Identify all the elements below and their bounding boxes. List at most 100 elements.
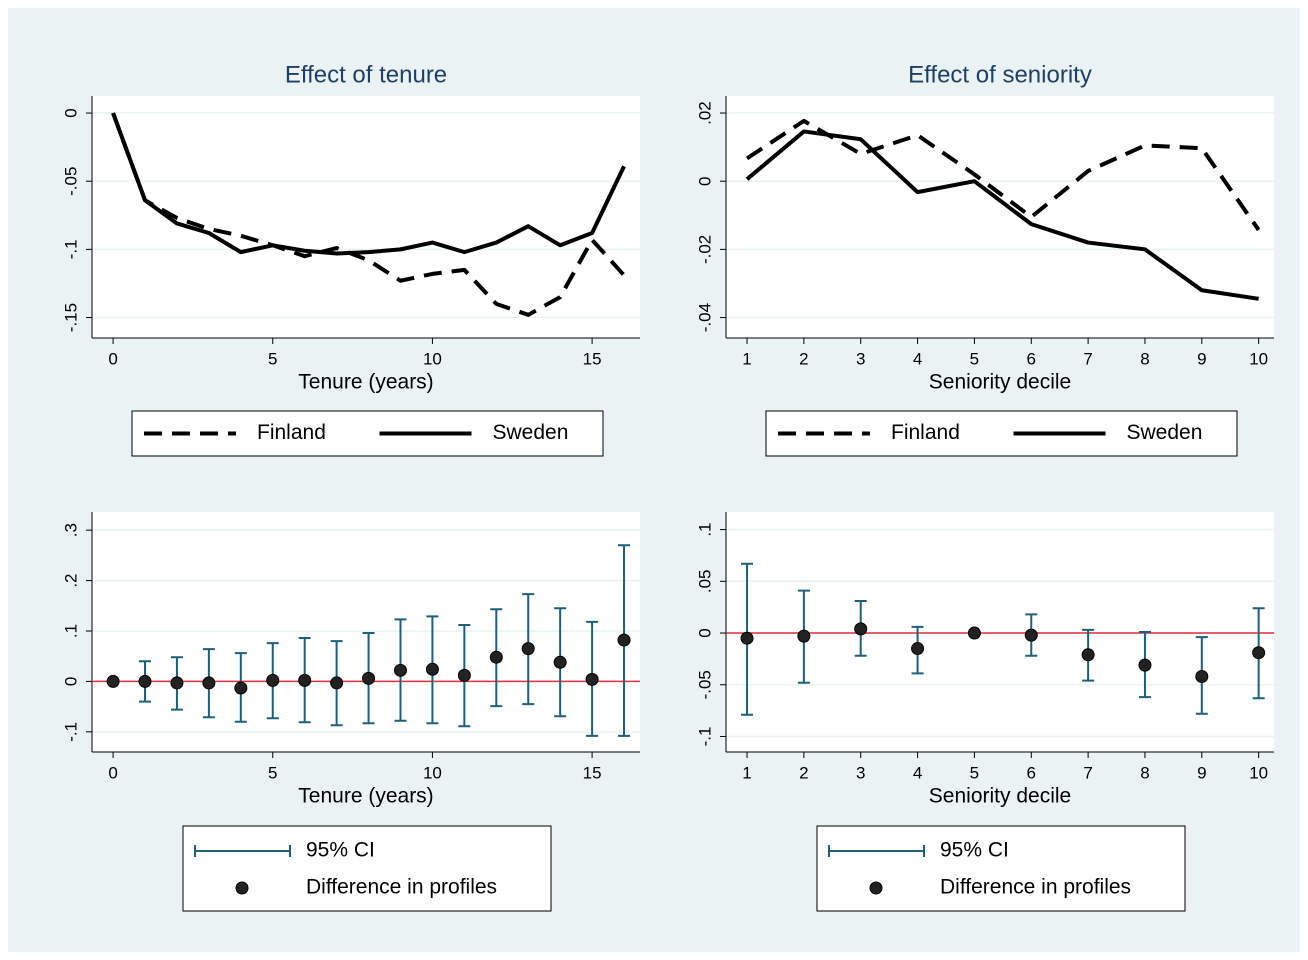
legend-label: Difference in profiles (940, 876, 1131, 899)
x-tick-label: 15 (583, 349, 602, 368)
x-tick-label: 0 (108, 763, 117, 782)
legend-box (182, 825, 552, 912)
x-tick-label: 15 (583, 763, 602, 782)
x-tick-label: 10 (423, 349, 442, 368)
point (393, 663, 407, 677)
x-tick-label: 9 (1197, 763, 1206, 782)
point (298, 673, 312, 687)
point (489, 650, 503, 664)
y-tick-label: -.1 (61, 239, 80, 259)
series-line (111, 112, 626, 256)
x-tick-label: 10 (1249, 763, 1268, 782)
legend-swatch (869, 881, 883, 895)
point (1252, 646, 1266, 660)
point (854, 622, 868, 636)
x-tick-label: 4 (913, 763, 922, 782)
x-tick-label: 4 (913, 349, 922, 368)
chart-title: Effect of tenure (285, 61, 447, 88)
legend-label: Difference in profiles (306, 876, 497, 899)
legend-label: Finland (257, 421, 326, 444)
x-tick-label: 7 (1083, 763, 1092, 782)
x-tick-label: 3 (856, 763, 865, 782)
point (553, 655, 567, 669)
y-tick-label: -.1 (61, 722, 80, 742)
point (1081, 648, 1095, 662)
point (170, 676, 184, 690)
x-tick-label: 1 (742, 349, 751, 368)
point (106, 674, 120, 688)
x-tick-label: 6 (1027, 763, 1036, 782)
x-tick-label: 5 (268, 349, 277, 368)
point (585, 672, 599, 686)
chart-title: Effect of seniority (908, 61, 1092, 88)
x-tick-label: 10 (1249, 349, 1268, 368)
point (266, 673, 280, 687)
y-tick-label: -.02 (695, 235, 714, 264)
y-tick-label: -.1 (695, 727, 714, 747)
point (521, 642, 535, 656)
x-tick-label: 1 (742, 763, 751, 782)
point (740, 631, 754, 645)
plot-region (92, 96, 640, 338)
x-tick-label: 10 (423, 763, 442, 782)
x-tick-label: 9 (1197, 349, 1206, 368)
y-tick-label: -.05 (695, 670, 714, 699)
point (1138, 658, 1152, 672)
y-tick-label: -.15 (61, 303, 80, 332)
y-tick-label: .1 (695, 522, 714, 536)
y-tick-label: .05 (695, 569, 714, 593)
point (330, 676, 344, 690)
y-tick-label: 0 (695, 628, 714, 637)
x-tick-label: 5 (970, 349, 979, 368)
x-tick-label: 8 (1140, 763, 1149, 782)
point (911, 642, 925, 656)
legend-swatch (194, 845, 291, 857)
legend-label: Finland (891, 421, 960, 444)
x-tick-label: 5 (268, 763, 277, 782)
point (457, 668, 471, 682)
plot-region (92, 512, 640, 752)
y-tick-label: -.05 (61, 167, 80, 196)
legend-label: Sweden (493, 421, 569, 444)
series-line (745, 118, 1261, 232)
legend-swatch (235, 881, 249, 895)
plot-region (726, 96, 1274, 338)
x-tick-label: 2 (799, 349, 808, 368)
y-tick-label: .3 (61, 523, 80, 537)
y-tick-label: .02 (695, 101, 714, 125)
point (234, 681, 248, 695)
point (1195, 669, 1209, 683)
x-axis-title: Seniority decile (929, 785, 1071, 808)
x-tick-label: 6 (1027, 349, 1036, 368)
point (362, 671, 376, 685)
point (425, 662, 439, 676)
point (138, 674, 152, 688)
x-tick-label: 3 (856, 349, 865, 368)
legend-box (816, 825, 1186, 912)
point (617, 633, 631, 647)
point (1024, 628, 1038, 642)
x-tick-label: 2 (799, 763, 808, 782)
point (797, 629, 811, 643)
point (202, 676, 216, 690)
y-tick-label: 0 (695, 176, 714, 185)
x-axis-title: Tenure (years) (298, 371, 433, 394)
y-tick-label: 0 (61, 677, 80, 686)
y-tick-label: .2 (61, 573, 80, 587)
legend-label: 95% CI (306, 839, 375, 862)
y-tick-label: 0 (61, 108, 80, 117)
legend-label: Sweden (1127, 421, 1203, 444)
y-tick-label: -.04 (695, 303, 714, 332)
series-line (111, 112, 626, 317)
x-tick-label: 8 (1140, 349, 1149, 368)
x-tick-label: 0 (108, 349, 117, 368)
y-tick-label: .1 (61, 624, 80, 638)
legend-label: 95% CI (940, 839, 1009, 862)
x-axis-title: Tenure (years) (298, 785, 433, 808)
legend-swatch (828, 845, 925, 857)
series-line (745, 129, 1259, 301)
x-tick-label: 7 (1083, 349, 1092, 368)
point (967, 626, 981, 640)
x-tick-label: 5 (970, 763, 979, 782)
